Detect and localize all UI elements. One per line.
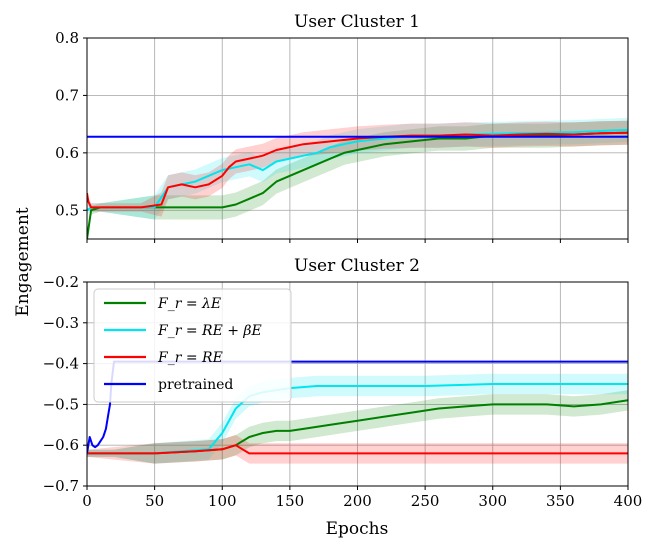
y-axis-label: Engagement (13, 207, 33, 316)
y-tick-label-1-3: 0.8 (55, 29, 79, 47)
x-tick-label-2-5: 250 (411, 492, 440, 510)
band-1-1 (87, 117, 628, 220)
y-tick-label-2-2: −0.5 (43, 395, 79, 413)
legend: F_r = λE F_r = RE + βE F_r = RE pretrain… (93, 288, 292, 403)
y-tick-label-2-4: −0.3 (43, 314, 79, 332)
x-tick-label-2-1: 50 (145, 492, 164, 510)
band-2-0 (87, 390, 628, 464)
user-cluster-1-panel: User Cluster 1 0.5 0.6 0.7 0.8 (55, 12, 629, 243)
chart-title-1: User Cluster 1 (294, 12, 420, 32)
y-tick-label-1-2: 0.7 (55, 86, 79, 104)
confidence-bands-1 (87, 117, 628, 239)
x-axis-label: Epochs (326, 519, 389, 539)
y-ticks-2: −0.7 −0.6 −0.5 −0.4 −0.3 −0.2 (43, 273, 87, 495)
x-tick-label-2-6: 300 (478, 492, 507, 510)
band-1-2 (87, 120, 628, 217)
x-tick-label-2-0: 0 (82, 492, 92, 510)
chart-title-2: User Cluster 2 (294, 256, 420, 276)
band-2-1 (87, 373, 628, 464)
legend-box (93, 288, 292, 403)
band-1-0 (87, 120, 628, 239)
y-tick-label-2-3: −0.4 (43, 355, 79, 373)
legend-label-re-beta-e: F_r = RE + βE (157, 323, 262, 339)
x-tick-label-2-3: 150 (276, 492, 305, 510)
y-ticks-1: 0.5 0.6 0.7 0.8 (55, 29, 87, 219)
series-line-1-2 (87, 131, 628, 209)
y-tick-label-1-1: 0.6 (55, 144, 79, 162)
legend-label-re: F_r = RE (157, 350, 223, 366)
y-tick-label-2-1: −0.6 (43, 436, 79, 454)
x-ticks-2: 0 50 100 150 200 250 300 350 400 (82, 486, 642, 510)
x-tick-label-2-8: 400 (614, 492, 643, 510)
x-tick-label-2-7: 350 (546, 492, 575, 510)
confidence-bands-2 (87, 373, 628, 464)
y-tick-label-2-0: −0.7 (43, 477, 79, 495)
y-tick-label-2-5: −0.2 (43, 273, 79, 291)
x-tick-label-2-4: 200 (343, 492, 372, 510)
x-ticks-1 (86, 239, 629, 243)
band-2-2 (87, 435, 628, 464)
user-cluster-2-panel: User Cluster 2 −0.7−0.6−0.5−0.4−0.3−0.2 … (43, 256, 643, 510)
series-lines-1 (87, 128, 628, 239)
legend-label-pretrained: pretrained (158, 377, 233, 393)
x-tick-label-2-2: 100 (208, 492, 237, 510)
legend-label-lambda-e: F_r = λE (157, 296, 221, 312)
series-line-2-2 (87, 444, 628, 455)
y-tick-label-1-0: 0.5 (55, 201, 79, 219)
